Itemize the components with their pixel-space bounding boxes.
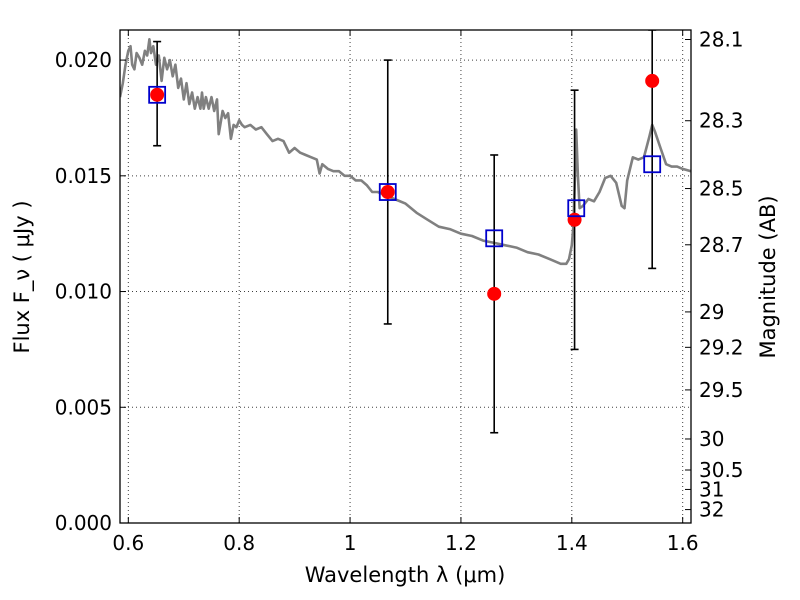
model-point	[485, 229, 504, 248]
observed-points	[150, 73, 660, 301]
model-point	[567, 199, 586, 218]
y-tick-label: 0.015	[55, 164, 112, 188]
observed-point	[380, 185, 395, 200]
right-tick-label: 30.5	[699, 458, 744, 482]
right-tick-label: 28.7	[699, 233, 744, 257]
x-axis: 0.6 0.8 1 1.2 1.4 1.6	[112, 30, 699, 555]
x-tick-label: 1	[344, 531, 357, 555]
x-axis-title: Wavelength λ (μm)	[305, 563, 506, 587]
spectrum-series	[120, 38, 691, 266]
y-tick-label: 0.010	[55, 280, 112, 304]
error-bars	[153, 30, 657, 434]
right-tick-label: 29.2	[699, 335, 744, 359]
spectrum-line	[120, 38, 691, 266]
y-tick-label: 0.005	[55, 395, 112, 419]
x-tick-label: 0.8	[223, 531, 255, 555]
right-tick-label: 31	[699, 477, 724, 501]
observed-point	[150, 87, 165, 102]
y-axis-left: 0.000 0.005 0.010 0.015 0.020	[55, 48, 126, 535]
x-tick-label: 0.6	[112, 531, 144, 555]
observed-point	[645, 73, 660, 88]
observed-point	[567, 212, 582, 227]
right-tick-label: 32	[699, 498, 724, 522]
y-axis-right-title: Magnitude (AB)	[756, 195, 780, 358]
model-point	[148, 85, 167, 104]
model-point	[643, 155, 662, 174]
y-tick-label: 0.000	[55, 511, 112, 535]
right-tick-label: 29.5	[699, 378, 744, 402]
y-axis-title: Flux F_ν ( μJy )	[10, 200, 35, 353]
right-tick-label: 29	[699, 300, 724, 324]
plot-frame	[119, 29, 692, 524]
observed-point	[487, 286, 502, 301]
right-tick-label: 28.1	[699, 27, 744, 51]
x-tick-label: 1.6	[667, 531, 699, 555]
x-tick-label: 1.2	[445, 531, 477, 555]
model-point	[378, 183, 397, 201]
right-tick-label: 28.3	[699, 109, 744, 133]
y-tick-label: 0.020	[55, 48, 112, 72]
x-tick-label: 1.4	[556, 531, 588, 555]
model-points	[148, 85, 662, 248]
right-tick-label: 28.5	[699, 177, 744, 201]
right-tick-label: 30	[699, 427, 724, 451]
